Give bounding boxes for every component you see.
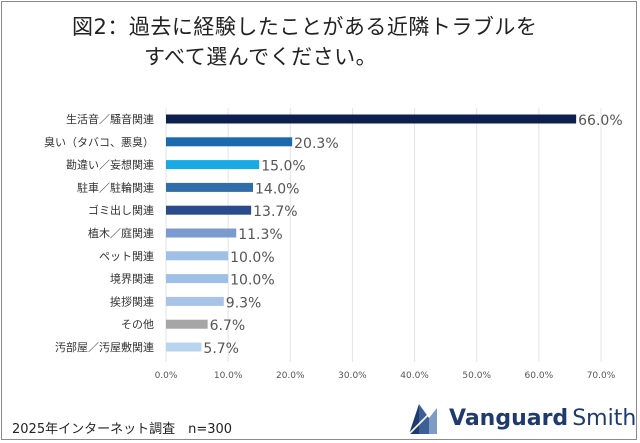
brand-name: Vanguard Smith bbox=[449, 406, 636, 431]
brand-name-bold: Vanguard bbox=[449, 406, 569, 431]
x-tick-label: 0.0% bbox=[155, 371, 178, 381]
x-tick-label: 70.0% bbox=[587, 371, 616, 381]
value-label: 10.0% bbox=[230, 273, 274, 289]
brand-logo: Vanguard Smith bbox=[405, 398, 636, 438]
bar bbox=[166, 205, 252, 215]
bar bbox=[166, 319, 208, 329]
chart-title-line1: 図2：過去に経験したことがある近隣トラブルを bbox=[72, 15, 538, 39]
value-label: 11.3% bbox=[238, 227, 282, 243]
category-label: 植木／庭関連 bbox=[88, 226, 154, 240]
bar bbox=[166, 137, 293, 147]
value-label: 15.0% bbox=[261, 159, 305, 175]
category-label: 挨拶関連 bbox=[110, 294, 154, 308]
value-label: 5.7% bbox=[203, 341, 239, 357]
category-label: 駐車／駐輪関連 bbox=[77, 180, 154, 194]
category-label: ゴミ出し関連 bbox=[88, 203, 154, 217]
value-label: 9.3% bbox=[226, 295, 262, 311]
chart-title-line2: すべて選んでください。 bbox=[144, 45, 378, 69]
bar bbox=[166, 342, 202, 352]
x-tick-label: 50.0% bbox=[462, 371, 491, 381]
bar bbox=[166, 251, 229, 261]
value-label: 10.0% bbox=[230, 250, 274, 266]
bar bbox=[166, 182, 253, 192]
category-label: 汚部屋／汚屋敷関連 bbox=[55, 340, 154, 354]
value-label: 20.3% bbox=[294, 136, 338, 152]
bar bbox=[166, 160, 260, 170]
x-tick-label: 60.0% bbox=[525, 371, 554, 381]
bar bbox=[166, 296, 224, 306]
category-label: 勘違い／妄想関連 bbox=[66, 158, 154, 172]
category-label: 境界関連 bbox=[110, 272, 154, 286]
bar bbox=[166, 228, 237, 238]
value-label: 66.0% bbox=[578, 113, 622, 129]
bar bbox=[166, 274, 229, 284]
category-label: その他 bbox=[121, 318, 154, 331]
x-tick-label: 10.0% bbox=[214, 371, 243, 381]
value-label: 13.7% bbox=[253, 204, 297, 220]
brand-name-regular: Smith bbox=[572, 406, 637, 431]
x-tick-label: 20.0% bbox=[276, 371, 305, 381]
chart-title: 図2：過去に経験したことがある近隣トラブルを すべて選んでください。 bbox=[72, 12, 537, 72]
value-label: 14.0% bbox=[255, 181, 299, 197]
category-label: ペット関連 bbox=[99, 249, 154, 263]
x-tick-label: 40.0% bbox=[400, 371, 429, 381]
survey-note: 2025年インターネット調査 n=300 bbox=[12, 422, 233, 437]
category-label: 生活音／騒音関連 bbox=[66, 112, 154, 126]
vanguard-smith-logo-icon bbox=[406, 401, 442, 437]
value-label: 6.7% bbox=[210, 318, 246, 334]
bar bbox=[166, 114, 577, 124]
x-tick-label: 30.0% bbox=[338, 371, 367, 381]
category-label: 臭い（タバコ、悪臭） bbox=[44, 135, 154, 149]
